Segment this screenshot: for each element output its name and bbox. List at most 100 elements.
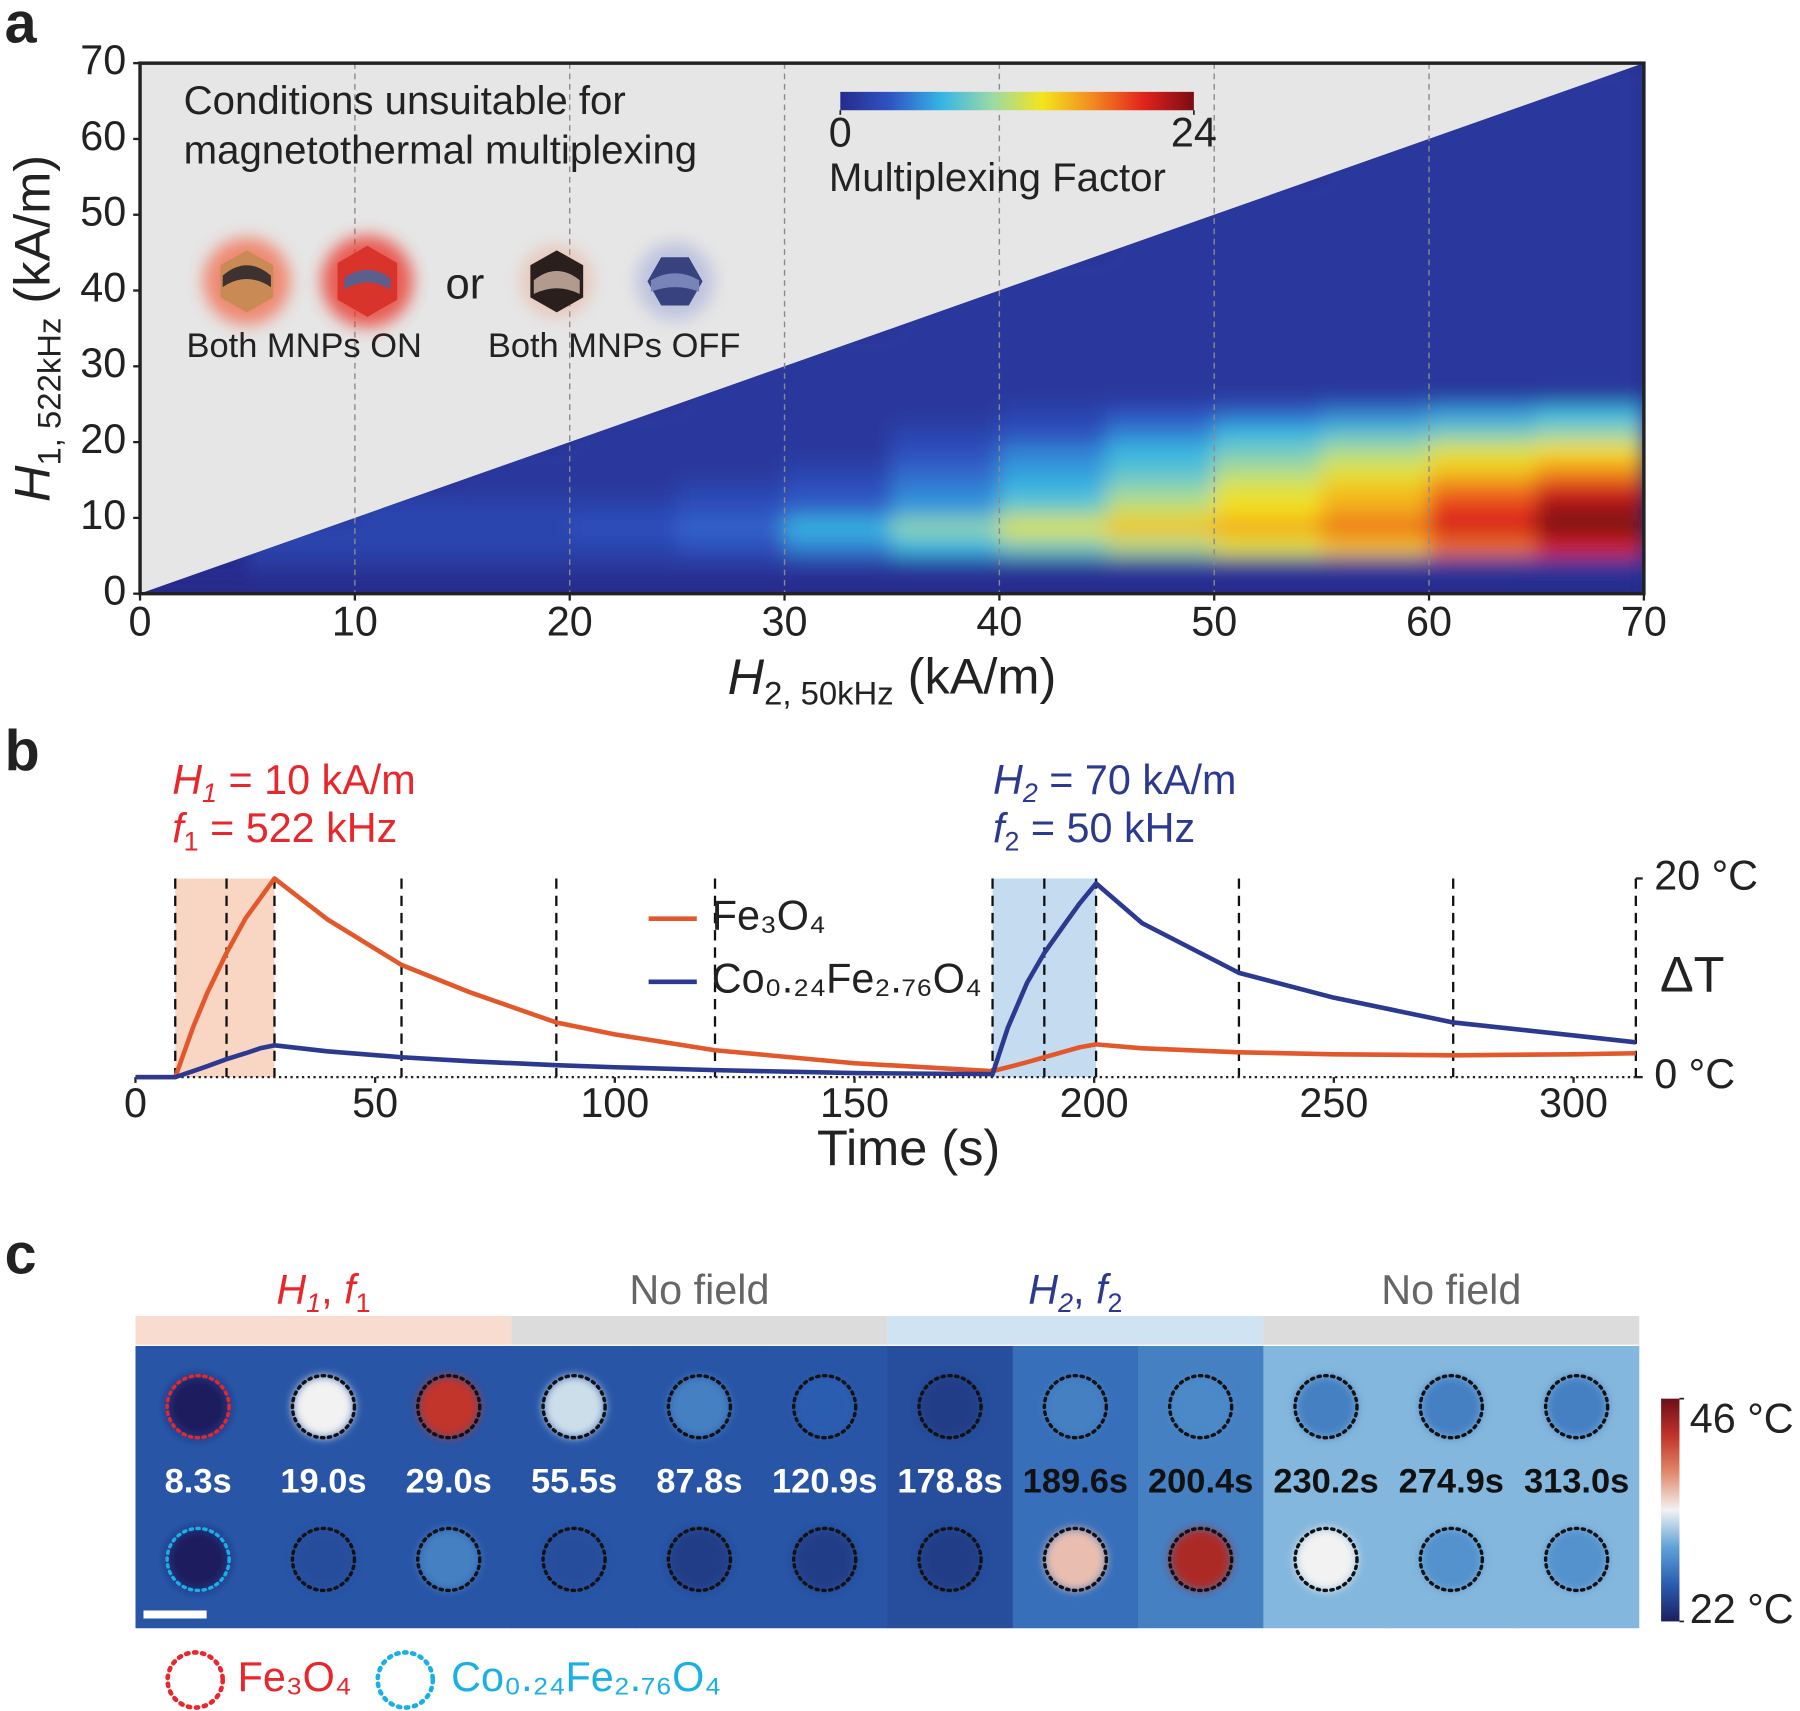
y-tick-label: 0 °C [1654,1051,1735,1097]
heatmap-cell [676,536,786,557]
heatmap-cell [1106,574,1215,594]
heatmap-cell [1321,176,1430,254]
heatmap-cell [1106,327,1215,405]
heatmap-cell [1428,441,1538,462]
frames [135,1345,1640,1629]
sample-outline [1418,1526,1485,1593]
panel-letter: b [5,720,40,784]
heatmap-cell [676,441,786,462]
heatmap-cell [1535,176,1644,254]
annotation: Conditions unsuitable for [184,78,626,123]
heatmap-cell [1321,536,1430,557]
time-label: 274.9s [1399,1463,1504,1501]
sample-outline [1042,1373,1109,1440]
phase-label: H2, f2 [1028,1267,1122,1319]
y-tick-label: 30 [80,340,126,386]
heatmap-cell [1106,422,1215,443]
colorbar-tick-label: 24 [1171,109,1217,155]
sample-spot [417,1375,480,1438]
x-tick-label: 50 [1191,599,1237,645]
text-part: (kA/m) [894,648,1057,705]
heatmap-cell [676,498,786,519]
heatmap-cell [461,574,571,594]
heatmap-cell [1428,176,1538,254]
heatmap-cell [891,498,1000,519]
legend-label: Fe₃O₄ [712,893,826,939]
sample-outline [917,1373,983,1440]
heatmap-cell [1213,422,1323,443]
x-tick-label: 150 [820,1080,889,1126]
sample-outline [1543,1373,1610,1440]
heatmap-cell [1321,574,1430,594]
heatmap-cell [783,460,893,481]
panel-letter: c [5,1223,37,1287]
heatmap-cell [1321,327,1430,405]
heatmap-cell [998,327,1108,405]
heatmap-cell [1535,498,1644,519]
heatmap-cell [676,460,786,481]
panel-a: 0 10 20 30 40 50 60 70 0 10 20 30 40 50 60 70 H2, 50kHz … [4,37,1667,711]
heatmap-cell [1106,252,1215,329]
series-line [135,881,1637,1080]
heatmap-cell [354,536,463,557]
sample-outline [666,1526,733,1593]
heatmap-cell [998,403,1108,424]
time-label: 29.0s [406,1463,492,1501]
heatmap-cell [1213,498,1323,519]
heatmap-cell [1106,403,1215,424]
sample-outline [416,1373,482,1440]
sample-spot [793,1375,856,1438]
text-part: H [4,465,61,502]
time-label: 55.5s [531,1463,617,1501]
text-part: H [276,1267,306,1313]
heatmap-cell [1428,536,1538,557]
heatmap-cell [676,479,786,500]
heatmap-cell [1213,460,1323,481]
text-part: H [1028,1267,1058,1313]
heatmap-cell [1321,403,1430,424]
text-part: 1 [202,778,217,808]
heatmap-cell [1213,536,1323,557]
colorbar [840,91,1194,111]
text-part: = 70 kA/m [1038,757,1237,803]
sample-spot [417,1528,480,1591]
heatmap-cell [569,479,678,500]
sample-outline [917,1526,983,1593]
phase-bar [135,1315,512,1345]
text-part: No field [629,1267,769,1313]
heatmap-cell [998,574,1108,594]
heatmap-cell [676,403,786,424]
text-part: (kA/m) [4,155,61,318]
sample-spot [668,1375,731,1438]
sample-spot [919,1375,982,1438]
heatmap-cell [246,555,356,576]
heatmap-cell [891,574,1000,594]
heatmap-cell [676,422,786,443]
x-tick-label: 300 [1539,1080,1608,1126]
x-tick-label: 40 [976,599,1022,645]
legend-swatch [375,1650,436,1710]
heatmap-cell [1321,555,1430,576]
text-part: H [172,757,202,803]
heatmap-cell [461,536,571,557]
colorbar-tick-label: 0 [829,109,852,155]
heatmap-cell [783,517,893,538]
panel-c: H1, f1 No field H2, f2 No field 8.3s 19.0s 29.… [135,1267,1794,1710]
text-part: = 50 kHz [1019,805,1195,851]
heatmap-cell [1535,479,1644,500]
heatmap-cell [1428,252,1538,329]
sample-spot [1545,1375,1608,1438]
heatmap-cell [783,498,893,519]
sample-spot [1294,1375,1357,1438]
heatmap-cell [891,422,1000,443]
heatmap-cell [1535,517,1644,538]
colorbar-tick-label: 46 °C [1690,1396,1794,1442]
text-part: 2, 50kHz [764,674,894,711]
sample-outline [1418,1373,1485,1440]
sample-spot [543,1528,606,1591]
heatmap-cell [1213,574,1323,594]
icon-connector: or [446,261,485,309]
legend-label: Fe₃O₄ [238,1654,352,1700]
annotation: H2 = 70 kA/m [993,757,1236,809]
time-label: 19.0s [280,1463,366,1501]
